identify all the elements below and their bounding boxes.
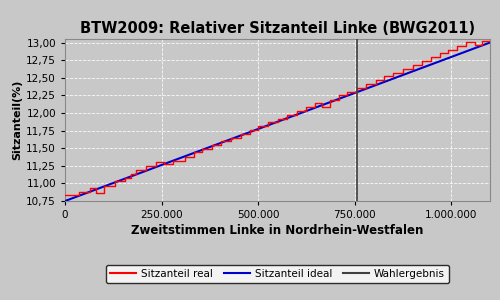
- X-axis label: Zweitstimmen Linke in Nordrhein-Westfalen: Zweitstimmen Linke in Nordrhein-Westfale…: [132, 224, 424, 237]
- Legend: Sitzanteil real, Sitzanteil ideal, Wahlergebnis: Sitzanteil real, Sitzanteil ideal, Wahle…: [106, 265, 449, 283]
- Title: BTW2009: Relativer Sitzanteil Linke (BWG2011): BTW2009: Relativer Sitzanteil Linke (BWG…: [80, 21, 475, 36]
- Y-axis label: Sitzanteil(%): Sitzanteil(%): [12, 80, 22, 160]
